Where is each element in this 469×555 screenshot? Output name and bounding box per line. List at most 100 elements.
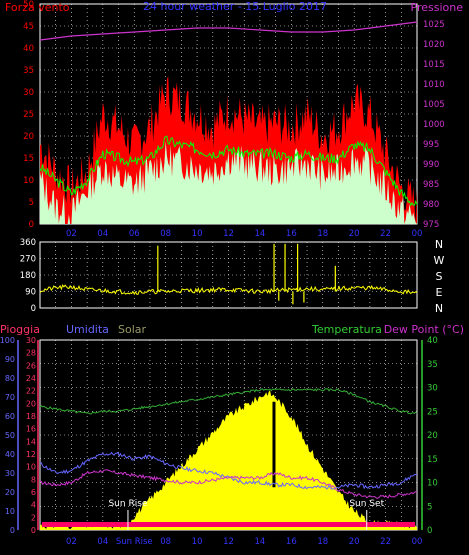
rain-tick-label: 10: [5, 507, 15, 516]
hour-tick-label: 20: [349, 229, 360, 239]
rain-tick-label: 60: [5, 412, 15, 421]
hour-tick-label: 18: [317, 229, 328, 239]
chart-title: 24 hour weather - 15 Luglio 2017: [143, 0, 327, 13]
direction-tick-label: 270: [20, 255, 36, 265]
hour-tick-label: 22: [380, 229, 391, 239]
hour-tick-label: 16: [286, 537, 297, 547]
compass-label: N: [435, 238, 443, 251]
wind-tick-label: 25: [23, 110, 34, 120]
rain-tick-label: 0: [10, 526, 15, 535]
series-layer: [17, 21, 423, 530]
humidity-tick-label: 4: [31, 501, 36, 510]
temp-tick-label: 40: [427, 336, 438, 346]
wind-tick-label: 30: [23, 88, 34, 98]
humidity-tick-label: 20: [26, 399, 36, 408]
direction-tick-label: 0: [31, 304, 36, 314]
pressure-tick-label: 1015: [423, 60, 445, 70]
hour-tick-label: 16: [286, 229, 297, 239]
sun-annotation: Sun Set: [349, 499, 384, 509]
hour-tick-label: 14: [255, 229, 266, 239]
humidity-tick-label: 16: [26, 425, 36, 434]
rain-tick-label: 20: [5, 488, 15, 497]
hour-tick-label: 22: [380, 537, 391, 547]
humidity-tick-label: 14: [26, 437, 36, 446]
humidity-tick-label: 8: [31, 475, 36, 484]
hour-tick-label: 12: [223, 537, 234, 547]
hour-tick-label: 02: [66, 537, 77, 547]
pressure-tick-label: 1000: [423, 120, 445, 130]
humidity-tick-label: 2: [31, 513, 36, 522]
hour-tick-label: 08: [160, 537, 171, 547]
humidity-tick-label: 30: [26, 336, 36, 345]
pressure-tick-label: 980: [423, 200, 439, 210]
humidity-tick-label: 24: [26, 374, 36, 383]
temperature-line: [39, 388, 418, 415]
rain-tick-label: 40: [5, 450, 15, 459]
rain-tick-label: 70: [5, 393, 15, 402]
wind-tick-label: 10: [23, 176, 34, 186]
tick-labels: 0510152025303540455097598098599099510001…: [0, 0, 445, 547]
pressure-tick-label: 995: [423, 140, 439, 150]
direction-tick-label: 180: [20, 271, 36, 281]
dewpoint-axis-title: Dew Point (°C): [384, 323, 464, 336]
pressure-tick-label: 990: [423, 160, 439, 170]
temp-tick-label: 5: [427, 502, 432, 512]
wind-tick-label: 35: [23, 66, 34, 76]
humidity-axis-title: Umidita: [66, 323, 109, 336]
humidity-tick-label: 6: [31, 488, 36, 497]
wind-tick-label: 15: [23, 154, 34, 164]
rain-tick-label: 80: [5, 374, 15, 383]
hour-tick-label: 10: [192, 229, 203, 239]
hour-tick-label: 12: [223, 229, 234, 239]
temp-tick-label: 25: [427, 407, 438, 417]
pressure-tick-label: 975: [423, 220, 439, 230]
humidity-tick-label: 26: [26, 361, 36, 370]
direction-tick-label: 90: [25, 288, 36, 298]
wind-axis-title: Forza vento: [5, 1, 70, 14]
humidity-tick-label: 28: [26, 349, 36, 358]
humidity-line: [39, 451, 417, 490]
hour-tick-label: 14: [255, 537, 266, 547]
temp-tick-label: 30: [427, 384, 438, 394]
pressure-tick-label: 985: [423, 180, 439, 190]
hour-tick-label: Sun Rise: [116, 537, 153, 547]
rain-tick-label: 30: [5, 469, 15, 478]
compass-label: W: [434, 254, 445, 267]
dewpoint-line: [39, 469, 418, 499]
rain-tick-label: 90: [5, 355, 15, 364]
hour-tick-label: 02: [66, 229, 77, 239]
hour-tick-label: 06: [129, 229, 140, 239]
rain-axis-title: Pioggia: [0, 323, 40, 336]
hour-tick-label: 08: [160, 229, 171, 239]
wind-tick-label: 0: [29, 220, 34, 230]
hour-tick-label: 04: [97, 229, 108, 239]
wind-tick-label: 50: [23, 0, 34, 10]
temp-tick-label: 35: [427, 360, 438, 370]
sun-annotation: Sun Rise: [108, 499, 147, 509]
hour-tick-label: 04: [97, 537, 108, 547]
direction-tick-label: 360: [20, 238, 36, 248]
humidity-tick-label: 0: [31, 526, 36, 535]
hour-tick-label: 20: [349, 537, 360, 547]
hour-tick-label: 00: [412, 229, 423, 239]
solar-dip: [272, 401, 276, 488]
temp-tick-label: 15: [427, 455, 438, 465]
hour-tick-label: 18: [317, 537, 328, 547]
direction-line: [39, 284, 418, 295]
pressure-tick-label: 1005: [423, 100, 445, 110]
humidity-tick-label: 18: [26, 412, 36, 421]
wind-tick-label: 5: [29, 198, 34, 208]
pressure-tick-label: 1025: [423, 20, 445, 30]
temp-tick-label: 0: [427, 526, 432, 536]
wind-tick-label: 20: [23, 132, 34, 142]
humidity-tick-label: 12: [26, 450, 36, 459]
wind-avg-line: [39, 135, 418, 207]
humidity-tick-label: 10: [26, 463, 36, 472]
gust-area: [40, 140, 417, 224]
temp-tick-label: 10: [427, 479, 438, 489]
solar-axis-title: Solar: [118, 323, 147, 336]
wind-tick-label: 45: [23, 22, 34, 32]
rain-tick-label: 100: [0, 336, 15, 345]
wind-tick-label: 40: [23, 44, 34, 54]
